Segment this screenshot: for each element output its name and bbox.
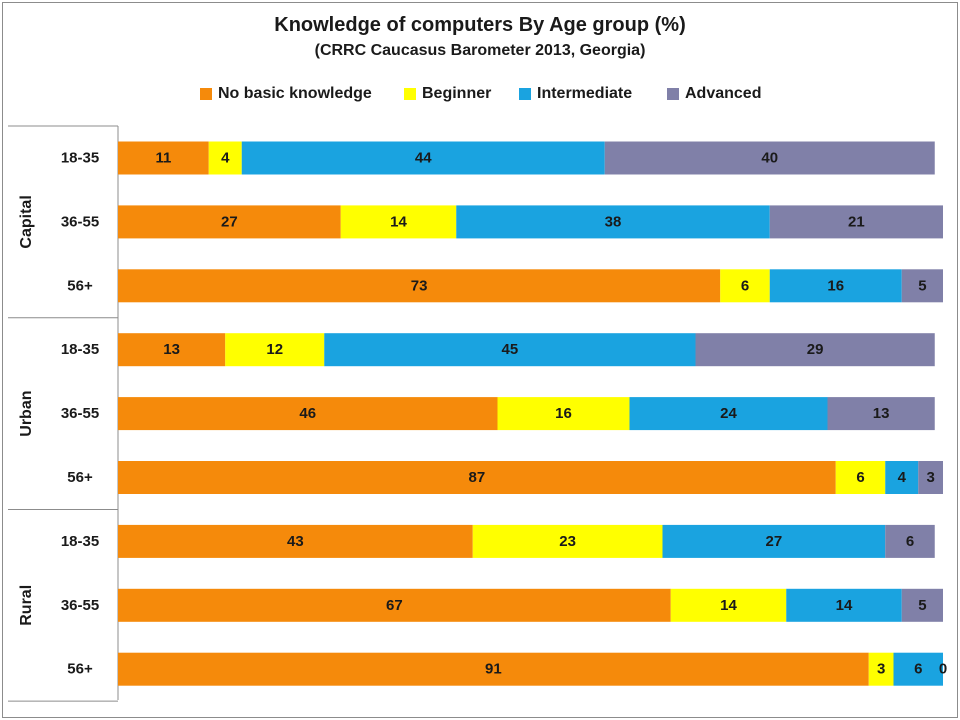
legend: No basic knowledge Beginner Intermediate… [0, 83, 960, 107]
group-label-urban: Urban [18, 390, 35, 436]
data-label: 87 [469, 469, 486, 486]
bar-no-basic-knowledge [118, 461, 836, 494]
legend-label-advanced: Advanced [685, 85, 762, 102]
data-label: 44 [415, 150, 432, 167]
data-label: 13 [873, 405, 890, 422]
bar-advanced [827, 397, 935, 431]
bar-intermediate [241, 141, 605, 175]
legend-item-no-basic-knowledge: No basic knowledge [200, 83, 372, 105]
data-label: 16 [827, 277, 844, 294]
category-label: 18-35 [61, 533, 99, 550]
data-label: 67 [386, 597, 403, 614]
bar-no-basic-knowledge [118, 141, 209, 175]
bar-no-basic-knowledge [118, 588, 671, 622]
bar-beginner [340, 205, 457, 239]
data-label: 6 [906, 533, 914, 550]
legend-item-beginner: Beginner [404, 83, 491, 105]
data-label: 16 [555, 405, 572, 422]
bar-advanced [918, 461, 943, 494]
bar-advanced [885, 524, 935, 558]
data-label: 40 [761, 150, 778, 167]
bar-no-basic-knowledge [118, 397, 498, 431]
data-label: 23 [559, 533, 576, 550]
data-label: 43 [287, 533, 304, 550]
bar-beginner [868, 652, 894, 686]
data-label: 27 [766, 533, 783, 550]
data-label: 13 [163, 341, 180, 358]
bar-beginner [208, 141, 242, 175]
legend-item-advanced: Advanced [667, 83, 761, 105]
category-label: 56+ [67, 469, 93, 486]
data-label: 6 [914, 661, 922, 678]
group-label-rural: Rural [18, 585, 35, 626]
legend-swatch-intermediate [519, 88, 531, 100]
bar-intermediate [769, 269, 902, 303]
bar-intermediate [662, 524, 886, 558]
data-label: 4 [221, 150, 230, 167]
data-label: 46 [299, 405, 316, 422]
bar-advanced [695, 333, 935, 367]
bar-no-basic-knowledge [118, 524, 473, 558]
bar-beginner [497, 397, 630, 431]
data-label: 21 [848, 213, 865, 230]
group-label-capital: Capital [18, 195, 35, 248]
bar-no-basic-knowledge [118, 205, 341, 239]
category-label: 36-55 [61, 213, 99, 230]
data-label: 29 [807, 341, 824, 358]
data-label: 14 [390, 213, 407, 230]
legend-swatch-beginner [404, 88, 416, 100]
data-label: 11 [155, 150, 171, 167]
data-label: 91 [485, 661, 502, 678]
chart-title: Knowledge of computers By Age group (%) [274, 14, 686, 36]
legend-label-intermediate: Intermediate [537, 85, 633, 102]
bar-beginner [835, 461, 886, 494]
bar-advanced [604, 141, 935, 175]
data-label: 12 [266, 341, 283, 358]
data-label: 14 [720, 597, 737, 614]
data-label: 45 [502, 341, 519, 358]
bar-intermediate [629, 397, 828, 431]
data-label: 4 [898, 469, 907, 486]
bar-intermediate [324, 333, 696, 367]
bar-beginner [670, 588, 787, 622]
data-label: 24 [720, 405, 737, 422]
bar-no-basic-knowledge [118, 652, 869, 686]
category-label: 36-55 [61, 405, 99, 422]
bar-beginner [225, 333, 325, 367]
data-label: 73 [411, 277, 428, 294]
bar-beginner [720, 269, 770, 303]
legend-swatch-advanced [667, 88, 679, 100]
data-label: 5 [918, 597, 926, 614]
data-label: 0 [939, 661, 947, 678]
chart-subtitle: (CRRC Caucasus Barometer 2013, Georgia) [314, 42, 646, 59]
category-label: 18-35 [61, 150, 99, 167]
legend-label-no-basic-knowledge: No basic knowledge [218, 85, 372, 102]
bar-intermediate [786, 588, 902, 622]
data-label: 38 [605, 213, 622, 230]
bar-advanced [901, 588, 943, 622]
bar-beginner [472, 524, 663, 558]
bar-advanced [901, 269, 943, 303]
data-label: 14 [836, 597, 853, 614]
category-label: 36-55 [61, 597, 99, 614]
bar-no-basic-knowledge [118, 269, 721, 303]
category-label: 56+ [67, 661, 93, 678]
data-label: 3 [877, 661, 885, 678]
data-label: 5 [918, 277, 926, 294]
bar-intermediate [893, 652, 943, 686]
legend-swatch-no-basic-knowledge [200, 88, 212, 100]
legend-item-intermediate: Intermediate [519, 83, 632, 105]
bar-advanced [769, 205, 943, 239]
bar-intermediate [885, 461, 919, 494]
data-label: 27 [221, 213, 238, 230]
data-label: 6 [856, 469, 864, 486]
data-label: 3 [926, 469, 934, 486]
category-label: 56+ [67, 277, 93, 294]
category-label: 18-35 [61, 341, 99, 358]
legend-label-beginner: Beginner [422, 85, 492, 102]
bar-intermediate [456, 205, 770, 239]
bar-no-basic-knowledge [118, 333, 226, 367]
data-label: 6 [741, 277, 749, 294]
